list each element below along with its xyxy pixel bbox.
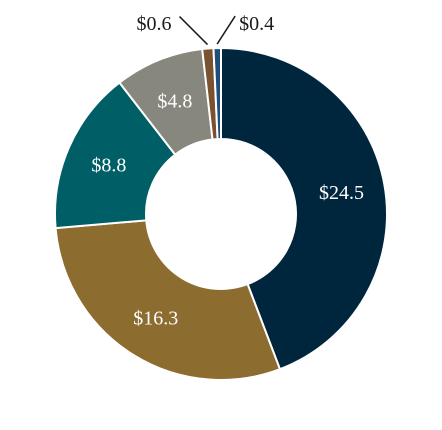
donut-slice	[54, 81, 177, 230]
slice-label: $16.3	[133, 308, 178, 330]
donut-slice	[220, 46, 388, 371]
slice-label: $4.8	[157, 90, 192, 112]
leader-line	[178, 16, 209, 46]
slice-label: $24.5	[319, 182, 364, 204]
slice-labels: $24.5 $16.3 $8.8 $4.8 $0.6 $0.4	[91, 13, 364, 330]
leader-lines	[178, 15, 236, 46]
donut-slices	[54, 46, 388, 381]
slice-label: $0.4	[239, 13, 274, 35]
leader-line	[216, 15, 236, 45]
slice-label: $8.8	[91, 155, 126, 177]
donut-slice	[54, 219, 282, 381]
donut-slice	[212, 46, 222, 141]
slice-label: $0.6	[137, 13, 172, 35]
